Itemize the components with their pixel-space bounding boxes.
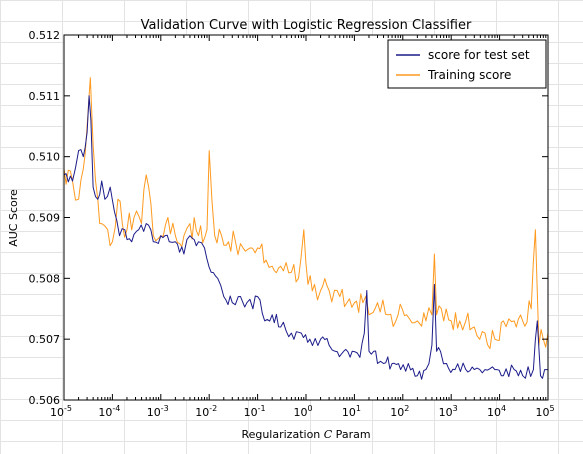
x-tick-label: 10-3 <box>147 404 169 419</box>
legend-label-training: Training score <box>427 68 511 82</box>
legend-box <box>387 39 547 89</box>
y-tick-label: 0.512 <box>29 29 61 42</box>
y-tick-label: 0.507 <box>29 333 61 346</box>
x-tick-label: 10-2 <box>195 404 217 419</box>
x-tick-label: 100 <box>293 404 312 419</box>
x-tick-label: 103 <box>439 404 458 419</box>
legend-label-test: score for test set <box>428 48 530 62</box>
plot-area <box>64 35 548 400</box>
x-axis-label-variable: C <box>324 428 333 441</box>
x-axis-label-suffix: Param <box>332 428 370 441</box>
series-line-test <box>63 95 548 380</box>
chart-title: Validation Curve with Logistic Regressio… <box>141 18 472 33</box>
y-tick-label: 0.511 <box>29 90 61 103</box>
x-tick-label: 105 <box>535 404 554 419</box>
x-axis-label-prefix: Regularization <box>241 428 323 441</box>
x-tick-label: 10-1 <box>244 404 266 419</box>
y-axis-label: AUC Score <box>7 189 20 247</box>
y-axis-ticks: 0.506 0.507 0.508 0.509 0.510 0.511 0.512 <box>29 29 548 407</box>
x-axis-ticks: 10-5 10-4 10-3 10-2 10-1 100 101 102 103 104 105 <box>50 35 555 419</box>
x-tick-label: 10-5 <box>50 404 72 419</box>
x-tick-label: 101 <box>342 404 361 419</box>
series-layer <box>63 77 549 380</box>
y-tick-label: 0.509 <box>29 212 61 225</box>
y-tick-label: 0.510 <box>29 151 61 164</box>
y-tick-label: 0.508 <box>29 272 61 285</box>
x-tick-label: 102 <box>390 404 409 419</box>
series-line-training <box>63 77 549 350</box>
x-axis-label: Regularization C Param <box>241 428 370 441</box>
x-tick-label: 104 <box>487 404 506 419</box>
y-tick-label: 0.506 <box>29 394 61 407</box>
x-tick-label: 10-4 <box>98 404 120 419</box>
legend: score for test set Training score <box>387 39 547 89</box>
